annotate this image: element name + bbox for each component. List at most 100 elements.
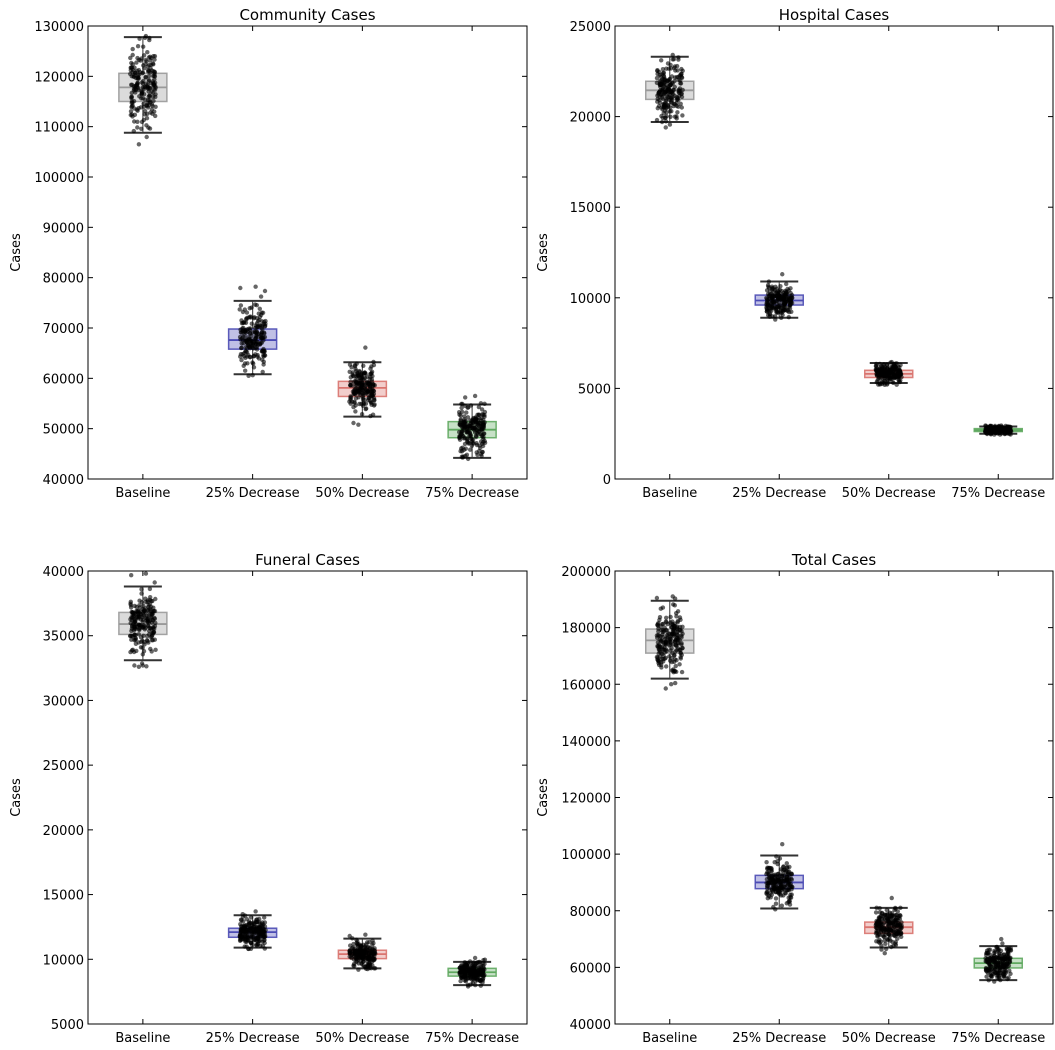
data-point xyxy=(353,409,358,414)
data-point xyxy=(245,315,250,320)
points xyxy=(873,359,904,387)
data-point xyxy=(765,896,770,901)
data-point xyxy=(669,109,674,114)
data-point xyxy=(150,631,156,636)
data-point xyxy=(260,310,266,315)
y-tick-label: 100000 xyxy=(34,171,84,186)
data-point xyxy=(670,94,675,100)
data-point xyxy=(367,939,372,945)
data-point xyxy=(675,110,680,115)
data-point xyxy=(252,315,257,320)
y-tick-label: 20000 xyxy=(570,111,611,126)
data-point xyxy=(263,927,268,933)
data-point xyxy=(153,647,158,652)
data-point xyxy=(670,619,675,624)
x-tick-label: Baseline xyxy=(642,486,697,501)
data-point xyxy=(251,920,256,925)
data-point xyxy=(670,594,675,599)
data-point xyxy=(672,114,678,119)
data-point xyxy=(880,925,886,930)
data-point xyxy=(890,365,896,370)
data-point xyxy=(677,662,682,667)
data-point xyxy=(1003,965,1008,970)
points xyxy=(873,895,904,956)
data-point xyxy=(369,392,375,397)
data-point xyxy=(132,603,137,609)
data-point xyxy=(249,333,254,339)
data-point xyxy=(351,404,356,410)
data-point xyxy=(457,435,462,441)
y-axis-label: Cases xyxy=(9,778,24,817)
data-point xyxy=(355,370,360,375)
data-point xyxy=(784,861,789,866)
y-tick-label: 80000 xyxy=(570,905,611,920)
data-point xyxy=(659,105,664,110)
data-point xyxy=(472,968,477,973)
data-point xyxy=(655,657,660,662)
data-point xyxy=(242,350,247,356)
data-point xyxy=(659,58,664,63)
points xyxy=(764,842,795,912)
data-point xyxy=(248,915,254,920)
data-point xyxy=(893,912,898,918)
data-point xyxy=(672,603,677,608)
data-point xyxy=(152,54,158,59)
data-point xyxy=(356,957,361,962)
data-point xyxy=(880,933,885,938)
data-point xyxy=(673,680,678,686)
data-point xyxy=(994,973,999,978)
data-point xyxy=(662,91,667,96)
points xyxy=(127,571,158,669)
panel-3: Funeral Cases Cases 5000 10000 15000 20000 250… xyxy=(9,551,528,1046)
x-tick-label: 75% Decrease xyxy=(951,1031,1045,1046)
points xyxy=(764,272,795,322)
data-point xyxy=(764,309,770,314)
data-point xyxy=(663,119,669,124)
data-point xyxy=(893,905,898,911)
data-point xyxy=(359,387,364,392)
points xyxy=(347,932,378,972)
data-point xyxy=(258,340,263,346)
data-point xyxy=(147,586,153,592)
data-point xyxy=(261,321,267,327)
data-point xyxy=(479,407,485,412)
data-point xyxy=(464,452,470,457)
data-point xyxy=(249,932,255,937)
data-point xyxy=(675,635,680,641)
data-point xyxy=(262,915,267,920)
data-point xyxy=(257,306,262,311)
data-point xyxy=(464,436,470,441)
data-point xyxy=(249,926,254,931)
data-point xyxy=(657,100,663,105)
data-point xyxy=(132,65,137,70)
data-point xyxy=(671,103,676,109)
data-point xyxy=(130,647,135,652)
data-point xyxy=(992,956,997,961)
data-point xyxy=(678,650,683,655)
data-point xyxy=(459,431,464,437)
data-point xyxy=(672,639,677,644)
data-point xyxy=(679,641,684,646)
data-point xyxy=(250,360,255,365)
data-point xyxy=(678,101,683,107)
data-point xyxy=(135,614,140,620)
data-point xyxy=(679,91,684,96)
data-point xyxy=(679,94,685,100)
data-point xyxy=(873,931,879,936)
data-point xyxy=(138,635,144,640)
y-tick-label: 80000 xyxy=(43,272,84,287)
data-point xyxy=(662,108,667,113)
data-point xyxy=(244,340,249,345)
data-point xyxy=(146,77,152,83)
data-point xyxy=(774,854,779,859)
data-point xyxy=(457,422,462,427)
data-point xyxy=(259,922,264,927)
data-point xyxy=(999,423,1004,428)
data-point xyxy=(465,984,471,989)
chart-title: Hospital Cases xyxy=(779,6,890,24)
data-point xyxy=(474,417,479,422)
data-point xyxy=(469,439,475,444)
data-point xyxy=(773,896,779,901)
data-point xyxy=(246,373,251,379)
